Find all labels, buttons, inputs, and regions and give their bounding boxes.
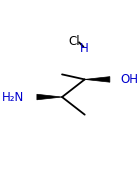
Polygon shape <box>85 77 110 82</box>
Polygon shape <box>37 94 62 100</box>
Text: OH: OH <box>120 73 138 86</box>
Text: H: H <box>80 42 89 55</box>
Text: H₂N: H₂N <box>2 91 24 104</box>
Text: Cl: Cl <box>69 35 80 47</box>
